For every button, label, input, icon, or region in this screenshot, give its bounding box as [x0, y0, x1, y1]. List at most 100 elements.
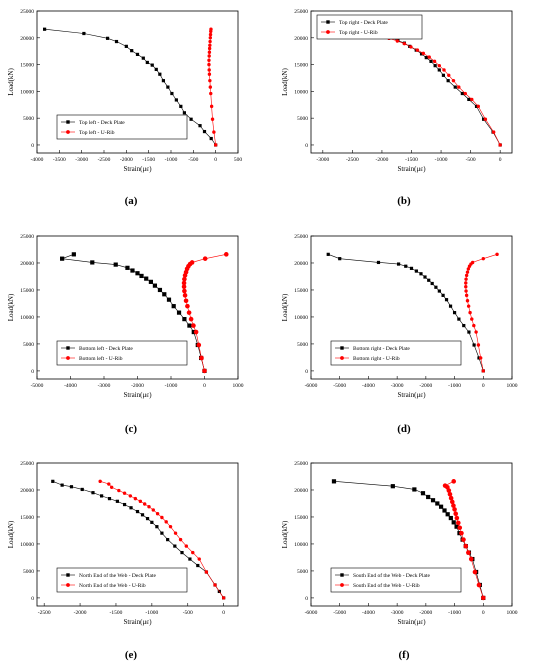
data-point — [152, 283, 158, 288]
data-point — [479, 356, 483, 360]
legend: Top left - Deck Plate Top left - U-Rib — [56, 114, 188, 140]
data-point — [483, 117, 488, 121]
y-tick-label: 5000 — [297, 569, 308, 575]
data-point — [462, 323, 466, 328]
x-tick-label: -2000 — [419, 383, 432, 389]
data-point — [412, 487, 417, 492]
data-point — [71, 252, 76, 257]
data-point — [191, 550, 195, 555]
data-point — [173, 544, 177, 548]
data-point — [414, 269, 418, 273]
data-point — [207, 62, 211, 67]
x-tick-label: -3000 — [391, 610, 404, 616]
data-point — [498, 143, 502, 147]
data-point — [457, 525, 463, 531]
data-point — [171, 304, 176, 309]
data-point — [150, 520, 154, 524]
data-point — [456, 520, 461, 526]
data-point — [90, 260, 95, 265]
x-tick-label: -5000 — [333, 610, 346, 616]
data-point — [161, 79, 166, 83]
y-tick-label: 0 — [305, 596, 308, 602]
legend-marker — [66, 120, 70, 124]
x-tick-label: -2500 — [38, 610, 51, 616]
data-point — [208, 85, 213, 89]
legend: North End of the Web - Deck Plate North E… — [56, 567, 188, 593]
y-tick-label: 15000 — [20, 515, 34, 521]
data-point — [144, 276, 149, 281]
data-point — [98, 479, 102, 484]
data-point — [454, 524, 459, 529]
x-tick-label: -5000 — [31, 383, 44, 389]
data-point — [188, 557, 192, 561]
data-point — [204, 570, 209, 574]
data-point — [107, 482, 111, 486]
x-tick-label: 0 — [482, 383, 485, 389]
data-point — [202, 129, 207, 134]
data-point — [130, 49, 134, 53]
data-point — [202, 256, 208, 261]
data-point — [464, 273, 469, 278]
x-tick-label: -3000 — [98, 383, 111, 389]
plot-frame — [36, 462, 239, 607]
data-point — [122, 491, 127, 495]
x-tick-label: -3000 — [316, 157, 329, 163]
y-tick-label: 0 — [305, 143, 308, 149]
legend-box — [330, 340, 462, 366]
data-point — [181, 280, 187, 286]
data-point — [193, 329, 199, 335]
x-tick-label: -4000 — [362, 610, 375, 616]
y-tick-label: 25000 — [294, 461, 308, 467]
y-axis-title: Load(kN) — [7, 68, 15, 96]
y-tick-label: 0 — [31, 143, 34, 149]
legend-box — [56, 567, 188, 593]
x-tick-label: 0 — [222, 610, 225, 616]
data-point — [141, 56, 145, 60]
legend-box — [330, 567, 462, 593]
panel-caption: (c) — [125, 423, 138, 435]
data-point — [421, 51, 426, 56]
y-tick-label: 10000 — [294, 315, 308, 321]
data-point — [476, 343, 481, 347]
legend-marker — [66, 356, 70, 360]
data-point — [491, 130, 496, 134]
data-point — [437, 63, 441, 68]
data-point — [429, 59, 433, 63]
data-point — [477, 356, 481, 360]
data-point — [109, 485, 114, 489]
x-tick-label: -2500 — [346, 157, 359, 163]
data-point — [209, 104, 214, 109]
x-tick-label: -2000 — [419, 610, 432, 616]
data-point — [187, 323, 192, 328]
x-tick-label: -3000 — [75, 157, 88, 163]
legend-marker — [66, 346, 70, 350]
data-point — [464, 289, 468, 293]
legend-label: Bottom left - U-Rib — [79, 355, 123, 362]
x-tick-label: -500 — [188, 157, 198, 163]
x-tick-label: -1000 — [435, 157, 448, 163]
data-point — [182, 276, 187, 282]
data-point — [472, 343, 476, 347]
data-point — [451, 479, 457, 484]
legend-label: Top left - U-Rib — [79, 129, 115, 136]
legend-marker — [66, 573, 70, 577]
x-tick-label: -3000 — [391, 383, 404, 389]
data-point — [468, 556, 474, 562]
data-point — [419, 52, 424, 56]
data-point — [464, 293, 469, 298]
data-point — [114, 39, 119, 44]
legend-label: North End of the Web - U-Rib — [79, 582, 146, 589]
data-point — [213, 143, 218, 147]
legend-label: Bottom left - Deck Plate — [79, 345, 133, 352]
data-point — [151, 508, 155, 512]
data-point — [207, 58, 211, 62]
y-tick-label: 0 — [305, 369, 308, 375]
data-point — [460, 91, 464, 96]
y-tick-label: 5000 — [23, 116, 34, 122]
data-point — [207, 50, 212, 54]
data-point — [481, 256, 485, 261]
data-point — [142, 502, 147, 506]
data-point — [155, 525, 159, 529]
data-point — [452, 311, 457, 315]
data-point — [390, 484, 395, 489]
